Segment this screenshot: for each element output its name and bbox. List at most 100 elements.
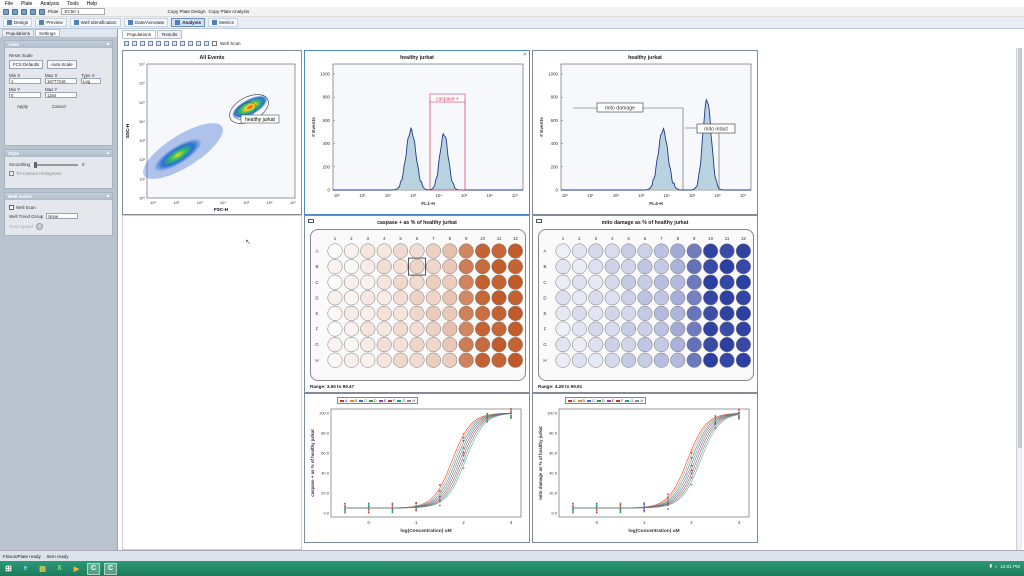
contour-icon[interactable] <box>156 41 161 46</box>
max-y-input[interactable]: 1184 <box>45 92 77 98</box>
menu-analysis[interactable]: Analysis <box>40 0 60 7</box>
flowjo-plate-app-icon[interactable]: C <box>104 562 117 575</box>
menu-plate[interactable]: Plate <box>21 0 33 7</box>
file-explorer-icon[interactable]: ▤ <box>39 565 46 573</box>
histogram-fl1-cell[interactable]: healthy jurkat ✕ 1000 800 600 400 200 0 10⁰ 10¹… <box>304 50 530 215</box>
save-icon[interactable] <box>21 8 27 15</box>
plate-well <box>458 352 474 368</box>
zoom-icon[interactable] <box>204 41 209 46</box>
scan-speed-knob[interactable] <box>35 223 43 230</box>
auto-scale-button[interactable]: Auto-Scale <box>47 60 77 69</box>
mode-analysis-button[interactable]: Analysis <box>171 18 206 27</box>
plot-type-icon[interactable] <box>132 41 137 46</box>
scrollbar-thumb[interactable] <box>1018 48 1022 448</box>
apply-button[interactable]: Apply <box>17 104 28 109</box>
data-point <box>415 508 418 510</box>
network-icon[interactable]: ▮ <box>989 563 993 568</box>
plate-well <box>555 243 571 259</box>
export-icon[interactable] <box>39 8 45 15</box>
plate-well <box>555 274 571 290</box>
min-y-input[interactable]: 0 <box>9 92 41 98</box>
y-tick-label: 600 <box>323 118 331 123</box>
data-point <box>462 467 465 470</box>
y-tick-label: 800 <box>551 95 559 100</box>
well-scan-toggle-checkbox[interactable] <box>212 41 217 46</box>
vertical-scrollbar[interactable] <box>1016 48 1022 550</box>
cancel-button[interactable]: Cancel <box>51 104 66 109</box>
plate-well <box>343 321 359 337</box>
plate-col-label: 7 <box>660 236 663 241</box>
menu-tools[interactable]: Tools <box>67 0 79 7</box>
tri-contour-checkbox[interactable] <box>9 171 14 176</box>
menu-help[interactable]: Help <box>86 0 98 7</box>
scatter-gate-label[interactable]: healthy jurkat <box>245 117 275 123</box>
new-icon[interactable] <box>3 8 9 15</box>
mode-well-identification-button[interactable]: Well Identification <box>69 18 121 27</box>
dotplot-icon[interactable] <box>148 41 153 46</box>
start-button[interactable]: ⊞ <box>5 564 12 573</box>
copy-icon[interactable] <box>196 41 201 46</box>
tab-settings[interactable]: Settings <box>35 29 60 37</box>
overlay-icon[interactable] <box>172 41 177 46</box>
print-icon[interactable] <box>30 8 36 15</box>
axes-section-header[interactable]: Axes <box>5 41 112 48</box>
layout-icon[interactable] <box>124 41 129 46</box>
copy-plate-design-button[interactable]: Copy Plate Design <box>167 9 206 14</box>
well-trend-group-select[interactable]: None <box>46 213 79 219</box>
mode-gate-annotate-button[interactable]: Gate/Annotate <box>123 18 169 27</box>
type-x-select[interactable]: Log <box>81 78 101 84</box>
clock[interactable]: 12:01 PM <box>1000 563 1020 569</box>
style-section-header[interactable]: Style <box>5 150 112 157</box>
plate1-range: Range: 3.65 to 99.47 <box>310 384 355 389</box>
y-tick-label: 80.0 <box>321 431 330 436</box>
min-x-input[interactable]: 1 <box>9 78 41 84</box>
scatter-plot[interactable]: healthy jurkat 10⁷10⁶10⁵10⁴10³10²10¹10⁰ … <box>123 51 302 215</box>
plate-well <box>475 321 491 337</box>
internet-explorer-icon[interactable]: e <box>23 565 28 572</box>
legend-item: A <box>568 399 576 403</box>
plate-select[interactable]: EC50 1 <box>61 8 106 15</box>
flowjo-app-icon[interactable]: C <box>87 562 100 575</box>
collapse-icon[interactable] <box>308 219 314 223</box>
scatter-plot-cell[interactable]: All Events healthy jurkat 10⁷ <box>122 50 302 215</box>
plate-label: Plate <box>48 9 59 14</box>
max-x-input[interactable]: 16777216 <box>45 78 77 84</box>
dose-response-icon[interactable] <box>188 41 193 46</box>
mode-design-button[interactable]: Design <box>3 18 33 27</box>
menu-file[interactable]: File <box>5 0 14 7</box>
copy-plate-analysis-button[interactable]: Copy Plate Analysis <box>208 9 250 14</box>
fcs-defaults-button[interactable]: FCS Defaults <box>9 60 44 69</box>
well-series-section-header[interactable]: Well series <box>5 193 112 200</box>
histogram-icon[interactable] <box>140 41 145 46</box>
close-icon[interactable]: ✕ <box>522 52 527 58</box>
histogram-fl4-cell[interactable]: healthy jurkat 1000 800 600 400 200 0 10⁰ 10¹ 10… <box>532 50 758 215</box>
mode-preview-button[interactable]: Preview <box>35 18 67 27</box>
plate-well <box>621 321 637 337</box>
open-icon[interactable] <box>12 8 18 15</box>
tab-content-populations[interactable]: Populations <box>122 30 157 39</box>
smoothing-slider[interactable] <box>34 161 78 168</box>
tab-content-results[interactable]: Results <box>157 30 183 39</box>
dose-response-caspase[interactable]: 100.0 80.0 60.0 40.0 20.0 0.0 0 1 2 3 log(Concentr… <box>305 394 530 543</box>
plate-well <box>409 352 425 368</box>
tab-populations[interactable]: Populations <box>2 29 35 37</box>
collapse-icon[interactable] <box>536 219 542 223</box>
volume-icon[interactable]: ♪ <box>995 563 998 569</box>
heatmap-icon[interactable] <box>180 41 185 46</box>
excel-icon[interactable]: X <box>57 565 62 572</box>
scatter-x-label: FSC-H <box>214 207 229 212</box>
mode-metrics-button[interactable]: Metrics <box>208 18 238 27</box>
media-player-icon[interactable]: ▶ <box>73 565 80 573</box>
plate-well <box>604 243 620 259</box>
dose-response-mito[interactable]: 100.0 80.0 60.0 40.0 20.0 0.0 0 1 2 3 log(Concentr… <box>533 394 758 543</box>
density-icon[interactable] <box>164 41 169 46</box>
well-scan-checkbox[interactable] <box>9 205 14 210</box>
